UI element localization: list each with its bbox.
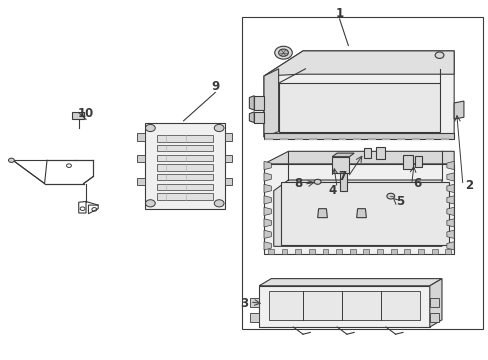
Text: 10: 10 — [78, 107, 94, 120]
Circle shape — [386, 193, 394, 199]
Polygon shape — [429, 313, 438, 321]
Polygon shape — [250, 298, 259, 307]
Polygon shape — [264, 134, 453, 139]
Polygon shape — [273, 180, 441, 246]
Polygon shape — [224, 134, 232, 140]
Polygon shape — [137, 178, 144, 185]
Text: 7: 7 — [337, 170, 346, 183]
Polygon shape — [453, 101, 463, 119]
Bar — [157, 154, 212, 161]
Polygon shape — [363, 148, 370, 158]
Bar — [242, 17, 483, 329]
Polygon shape — [264, 207, 271, 216]
Polygon shape — [264, 69, 278, 137]
Polygon shape — [264, 184, 271, 193]
Text: 3: 3 — [240, 297, 248, 310]
Polygon shape — [281, 249, 287, 253]
Bar — [157, 193, 212, 200]
Circle shape — [145, 200, 155, 207]
Polygon shape — [446, 161, 453, 170]
Text: 6: 6 — [413, 177, 421, 190]
Polygon shape — [250, 313, 259, 321]
Polygon shape — [137, 134, 144, 140]
Polygon shape — [264, 242, 271, 250]
Text: 2: 2 — [464, 179, 472, 192]
Polygon shape — [295, 249, 301, 253]
Circle shape — [434, 52, 443, 58]
Text: 1: 1 — [335, 7, 343, 20]
Bar — [157, 184, 212, 190]
Polygon shape — [278, 83, 439, 132]
Polygon shape — [446, 219, 453, 227]
Bar — [157, 174, 212, 180]
Polygon shape — [429, 279, 441, 327]
Polygon shape — [446, 196, 453, 204]
Text: 9: 9 — [211, 80, 219, 93]
Polygon shape — [249, 112, 254, 123]
Polygon shape — [404, 249, 409, 253]
Polygon shape — [446, 184, 453, 193]
Circle shape — [314, 179, 321, 184]
Bar — [157, 164, 212, 171]
Polygon shape — [264, 51, 453, 76]
Polygon shape — [356, 209, 366, 218]
Polygon shape — [375, 147, 384, 159]
Polygon shape — [446, 230, 453, 238]
Polygon shape — [137, 155, 144, 162]
Circle shape — [214, 200, 224, 207]
Polygon shape — [363, 249, 368, 253]
Polygon shape — [264, 173, 271, 181]
Polygon shape — [402, 155, 412, 169]
Polygon shape — [72, 112, 83, 119]
Polygon shape — [446, 242, 453, 250]
Polygon shape — [414, 156, 422, 167]
Polygon shape — [446, 207, 453, 216]
Polygon shape — [264, 161, 271, 170]
Polygon shape — [445, 249, 450, 253]
Bar — [157, 135, 212, 141]
Polygon shape — [390, 249, 396, 253]
Circle shape — [274, 46, 292, 59]
Bar — [144, 123, 224, 209]
Polygon shape — [417, 249, 423, 253]
Circle shape — [8, 158, 14, 162]
Polygon shape — [317, 209, 327, 218]
Polygon shape — [446, 173, 453, 181]
Circle shape — [214, 125, 224, 132]
Polygon shape — [429, 298, 438, 307]
Polygon shape — [376, 249, 382, 253]
Polygon shape — [349, 249, 355, 253]
Bar — [157, 145, 212, 151]
Polygon shape — [254, 112, 264, 123]
Polygon shape — [264, 51, 453, 137]
Polygon shape — [224, 178, 232, 185]
Polygon shape — [264, 151, 453, 164]
Text: 4: 4 — [327, 184, 336, 197]
Bar — [268, 291, 419, 320]
Polygon shape — [249, 96, 254, 110]
Polygon shape — [308, 249, 314, 253]
Polygon shape — [259, 286, 429, 327]
Circle shape — [278, 49, 288, 56]
Polygon shape — [264, 219, 271, 227]
Polygon shape — [322, 249, 328, 253]
Polygon shape — [331, 153, 353, 157]
Text: 5: 5 — [396, 195, 404, 208]
Polygon shape — [254, 96, 264, 110]
Polygon shape — [335, 249, 341, 253]
Polygon shape — [267, 249, 273, 253]
Polygon shape — [264, 196, 271, 204]
Bar — [281, 182, 448, 244]
Polygon shape — [339, 173, 346, 191]
Text: 8: 8 — [293, 177, 302, 190]
Polygon shape — [431, 249, 437, 253]
Polygon shape — [331, 157, 348, 173]
Polygon shape — [224, 155, 232, 162]
Polygon shape — [259, 279, 441, 286]
Circle shape — [145, 125, 155, 132]
Polygon shape — [264, 164, 453, 253]
Polygon shape — [264, 230, 271, 238]
